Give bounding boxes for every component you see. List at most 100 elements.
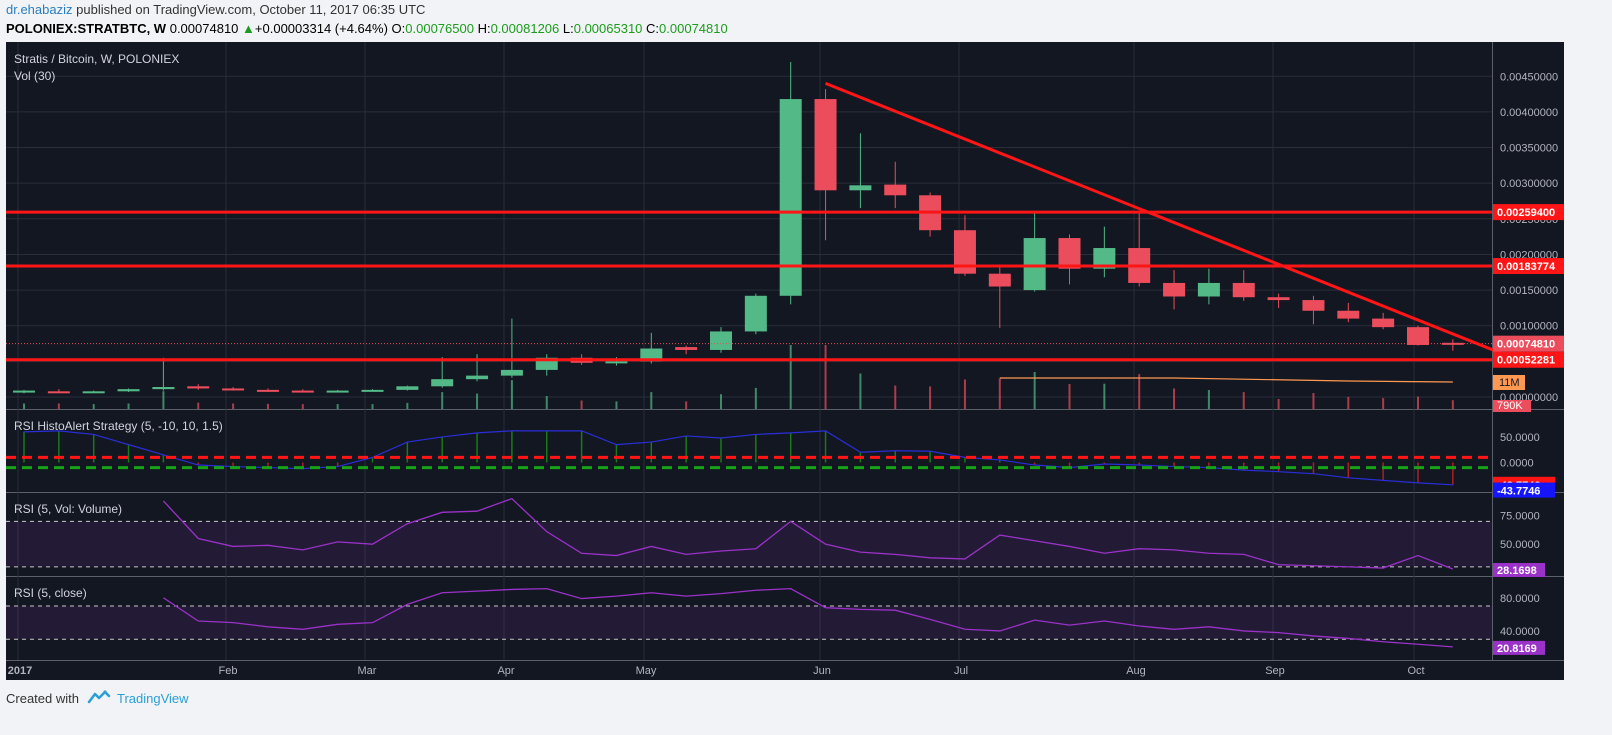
high-label: H: [477, 21, 491, 36]
candle-body [1197, 282, 1220, 297]
rsi-volume-badge [1493, 562, 1545, 577]
candle-body [117, 389, 140, 392]
ohlc-line: POLONIEX:STRATBTC, W 0.00074810 ▲+0.0000… [6, 21, 728, 36]
price-badge-label: 0.00052281 [1497, 355, 1555, 367]
rsi-close-badge-label: 20.8169 [1497, 643, 1537, 655]
open-label: O: [391, 21, 406, 36]
price-badge-label: 0.00183774 [1497, 261, 1556, 273]
volume-ma-line [999, 377, 1453, 383]
price-badge [1493, 335, 1564, 352]
histo-pane-title: RSI HistoAlert Strategy (5, -10, 10, 1.5… [14, 419, 223, 433]
volume-bar [929, 386, 932, 409]
time-axis-label: Jul [954, 665, 968, 677]
tradingview-logo-icon [87, 690, 111, 707]
volume-bar [1068, 384, 1071, 409]
close-value: 0.00074810 [659, 21, 728, 36]
price-change: +0.00003314 (+4.64%) [254, 21, 388, 36]
trendline [824, 81, 1532, 367]
low-value: 0.00065310 [573, 21, 643, 36]
volume-bar [1138, 374, 1141, 409]
candle-body [1163, 282, 1186, 297]
candle-body [396, 386, 419, 390]
chart-canvas[interactable]: 2017 Feb Mar Apr May Jun Jul Aug Sep Oct0.0000000… [6, 42, 1564, 680]
time-axis-label: Sep [1265, 665, 1285, 677]
price-tick-label: 0.00100000 [1500, 321, 1558, 333]
price-tick-label: 0.00400000 [1500, 107, 1558, 119]
time-axis-label: Apr [497, 665, 514, 677]
candle-body [326, 390, 349, 393]
candle-body [1058, 238, 1081, 269]
rsi-close-tick-label: 80.0000 [1500, 593, 1540, 605]
volume-bar [963, 379, 966, 409]
price-badge [1493, 204, 1564, 221]
price-tick-label: 0.00150000 [1500, 285, 1558, 297]
candle-body [814, 99, 837, 191]
rsi-close-badge [1493, 640, 1545, 655]
candle-body [152, 387, 175, 390]
time-axis-label: Oct [1407, 665, 1424, 677]
volume-bar [754, 387, 757, 409]
candle-body [1372, 318, 1395, 328]
volume-bar [685, 401, 688, 409]
candle-body [1267, 297, 1290, 301]
last-price: 0.00074810 [169, 21, 239, 36]
volume-bar [336, 404, 339, 409]
price-badge-label: 0.00259400 [1497, 207, 1555, 219]
volume-bar [1451, 400, 1454, 409]
rsi-close-line [163, 587, 1453, 648]
candle-body [988, 273, 1011, 287]
volume-bar [1033, 372, 1036, 409]
volume-bar [510, 380, 513, 409]
price-badge [1493, 351, 1564, 368]
time-axis-label: Mar [358, 665, 377, 677]
time-axis-label: 2017 [8, 665, 32, 677]
price-tick-label: 0.00300000 [1500, 178, 1558, 190]
symbol-label: POLONIEX:STRATBTC, W [6, 21, 167, 36]
change-up-icon: ▲ [242, 21, 255, 36]
rsi-volume-pane-title: RSI (5, Vol: Volume) [14, 502, 122, 516]
volume-bar [371, 404, 374, 409]
candle-body [1093, 248, 1116, 269]
volume-bar [1103, 383, 1106, 409]
candle-body [361, 389, 384, 392]
price-badge-label: 0.00074810 [1497, 339, 1555, 351]
volume-bar [545, 396, 548, 409]
candle-body [1337, 310, 1360, 319]
volume-bar [266, 403, 269, 409]
footer: Created with TradingView [6, 690, 189, 707]
histo-badge [1493, 482, 1555, 498]
volume-bar [580, 400, 583, 409]
volume-bar [127, 403, 130, 409]
candle-body [431, 379, 454, 387]
close-label: C: [646, 21, 660, 36]
rsi-volume-band-fill [6, 521, 1492, 567]
tradingview-brand-link[interactable]: TradingView [116, 691, 189, 706]
candle-body [640, 348, 663, 362]
rsi-close-band-fill [6, 606, 1492, 640]
volume-bar [859, 373, 862, 409]
volume-bar [1173, 388, 1176, 409]
volume-bar [197, 402, 200, 409]
candle-body [291, 390, 314, 393]
volume-bar [998, 378, 1001, 409]
volume-bar [23, 403, 25, 409]
rsi-volume-badge-label: 28.1698 [1497, 565, 1537, 577]
volume-badge [1493, 400, 1531, 412]
volume-ma-badge-label: 11M [1499, 377, 1520, 389]
candle-body [953, 230, 976, 274]
candle-body [500, 369, 523, 376]
price-tick-label: 0.00350000 [1500, 143, 1558, 155]
rsi-close-tick-label: 40.0000 [1500, 626, 1540, 638]
candle-body [1232, 282, 1255, 298]
candle-body [1407, 327, 1429, 345]
author-link[interactable]: dr.ehabaziz [6, 2, 73, 17]
candle-body [256, 389, 279, 392]
volume-bar [1207, 390, 1210, 409]
candle-body [47, 391, 70, 394]
candle-body [1023, 238, 1046, 291]
volume-bar [406, 402, 409, 409]
rsi-close-pane-title: RSI (5, close) [14, 586, 87, 600]
volume-bar [1242, 392, 1245, 409]
publish-line: dr.ehabaziz published on TradingView.com… [6, 2, 425, 17]
high-value: 0.00081206 [490, 21, 560, 36]
